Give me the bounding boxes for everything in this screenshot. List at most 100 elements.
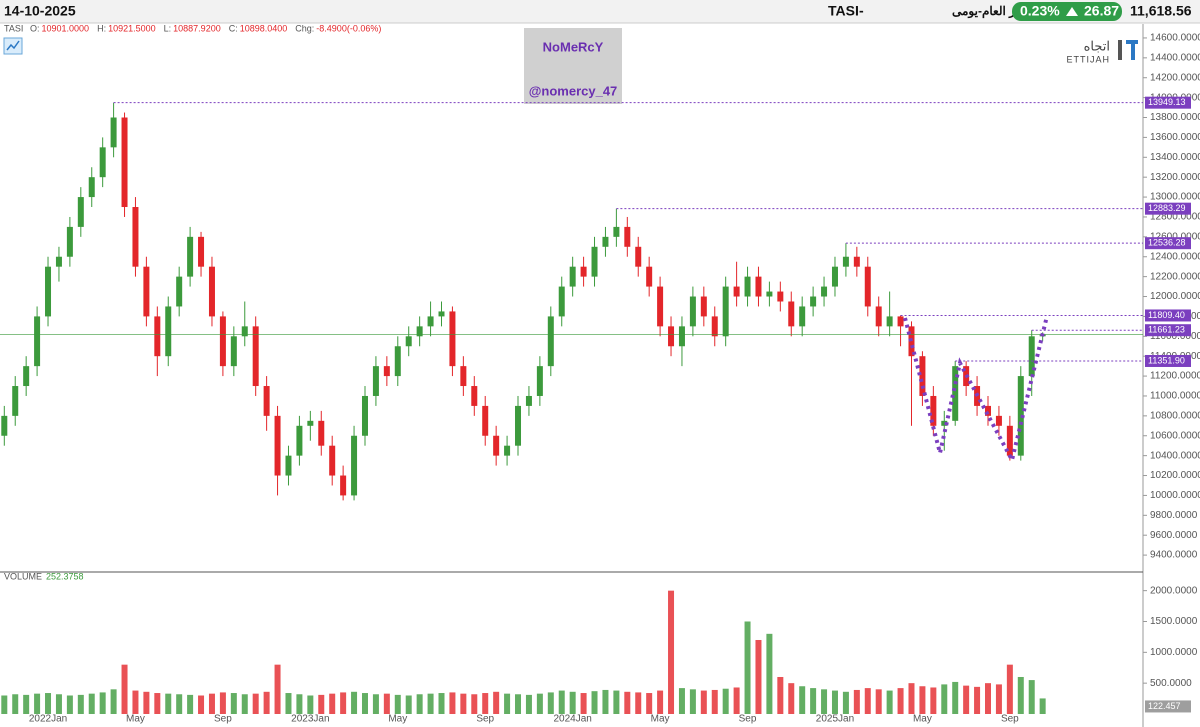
volume-bar bbox=[985, 683, 991, 714]
legend-label: H: bbox=[97, 23, 106, 33]
level-box bbox=[1145, 202, 1191, 215]
volume-bar bbox=[361, 693, 368, 714]
level-label: 11351.90 bbox=[1148, 355, 1185, 365]
x-tick-label: May bbox=[126, 714, 145, 725]
volume-bar bbox=[77, 694, 84, 714]
volume-bar bbox=[438, 693, 445, 714]
volume-bar bbox=[952, 681, 959, 714]
volume-bar bbox=[755, 639, 762, 714]
volume-bar bbox=[908, 683, 915, 714]
level-label: 12536.28 bbox=[1148, 238, 1186, 248]
x-tick-label: Sep bbox=[476, 714, 494, 725]
candle-body bbox=[580, 266, 587, 277]
change-badge bbox=[1012, 2, 1122, 21]
volume-bar bbox=[230, 693, 237, 714]
legend-value: 10921.5000 bbox=[108, 23, 156, 33]
toolbar-icon[interactable] bbox=[3, 37, 23, 55]
candle-body bbox=[755, 276, 762, 297]
candle-body bbox=[602, 236, 609, 247]
candle-body bbox=[515, 405, 522, 446]
volume-bar bbox=[176, 694, 183, 714]
candle-body bbox=[110, 117, 117, 148]
y-tick-label: 12400.0000 bbox=[1150, 251, 1200, 262]
volume-bar bbox=[99, 692, 106, 714]
volume-bar bbox=[569, 691, 576, 714]
x-tick-label: 2022Jan bbox=[29, 714, 67, 725]
candle-body bbox=[99, 147, 106, 178]
logo-mark bbox=[1131, 44, 1135, 60]
volume-bar bbox=[919, 686, 926, 714]
y-tick-label: 12600.0000 bbox=[1150, 231, 1200, 242]
candle-body bbox=[416, 326, 423, 337]
volume-bar bbox=[121, 664, 128, 714]
candle-body bbox=[241, 326, 248, 337]
candle-body bbox=[340, 475, 347, 496]
legend-value: 10901.0000 bbox=[42, 23, 90, 33]
candle-body bbox=[274, 415, 281, 476]
candle-body bbox=[460, 366, 467, 387]
icon-line[interactable] bbox=[6, 40, 20, 51]
legend-symbol: TASI bbox=[4, 23, 23, 33]
volume-bar bbox=[974, 686, 981, 714]
candle-body bbox=[744, 276, 751, 297]
volume-bar bbox=[711, 689, 718, 714]
candle-body bbox=[372, 366, 379, 396]
candle-body bbox=[449, 311, 456, 367]
candle-body bbox=[766, 291, 773, 297]
y-tick-label: 10000.0000 bbox=[1150, 490, 1200, 501]
x-tick-label: Sep bbox=[214, 714, 232, 725]
volume-bar bbox=[733, 687, 740, 714]
volume-title: VOLUME bbox=[4, 571, 42, 581]
candle-body bbox=[252, 326, 259, 387]
candle-body bbox=[187, 236, 194, 277]
candle-body bbox=[143, 266, 150, 317]
legend-label: O: bbox=[30, 23, 40, 33]
volume-bar bbox=[372, 694, 379, 714]
candle-body bbox=[810, 296, 817, 307]
volume-bar bbox=[208, 693, 215, 714]
candle-body bbox=[930, 395, 937, 426]
candle-body bbox=[864, 266, 871, 307]
w-pattern bbox=[903, 315, 1049, 466]
y-tick-label: 11200.0000 bbox=[1150, 371, 1200, 382]
legend-value: -8.4900(-0.06%) bbox=[316, 23, 381, 33]
volume-tick-label: 1000.0000 bbox=[1150, 647, 1198, 658]
volume-bar bbox=[88, 693, 95, 714]
candle-body bbox=[154, 316, 161, 357]
volume-bar bbox=[515, 694, 522, 714]
candle-body bbox=[842, 256, 849, 267]
candle-body bbox=[919, 356, 926, 396]
volume-bar bbox=[460, 693, 467, 714]
candle-body bbox=[230, 336, 237, 367]
volume-bar bbox=[558, 690, 565, 714]
candle-body bbox=[525, 395, 532, 406]
volume-current: 252.3758 bbox=[46, 571, 84, 581]
change: 26.87 bbox=[1084, 3, 1119, 19]
candle-body bbox=[329, 445, 336, 476]
watermark-box bbox=[524, 28, 622, 104]
volume-bar bbox=[624, 691, 631, 714]
legend-value: 10887.9200 bbox=[173, 23, 221, 33]
candle-body bbox=[438, 311, 445, 317]
date: 14-10-2025 bbox=[4, 3, 76, 19]
volume-bar bbox=[165, 693, 172, 714]
legend-value: 10898.0400 bbox=[240, 23, 288, 33]
candle-body bbox=[132, 207, 139, 267]
volume-marker-box bbox=[1145, 700, 1191, 713]
symbol: TASI bbox=[828, 3, 859, 19]
level-label: 11661.23 bbox=[1148, 325, 1185, 335]
candle-body bbox=[318, 420, 325, 446]
level-box bbox=[1145, 237, 1191, 250]
candle-body bbox=[689, 296, 696, 327]
volume-marker-label: 122.457 bbox=[1148, 701, 1181, 711]
candle-body bbox=[285, 455, 292, 476]
volume-bar bbox=[263, 691, 270, 714]
candle-body bbox=[34, 316, 41, 367]
volume-bar bbox=[1017, 676, 1024, 714]
up-arrow bbox=[1066, 7, 1078, 16]
y-tick-label: 11600.0000 bbox=[1150, 331, 1200, 342]
candle-body bbox=[908, 326, 915, 357]
volume-bar bbox=[285, 693, 292, 714]
candle-body bbox=[1, 415, 8, 436]
level-label: 11809.40 bbox=[1148, 310, 1185, 320]
